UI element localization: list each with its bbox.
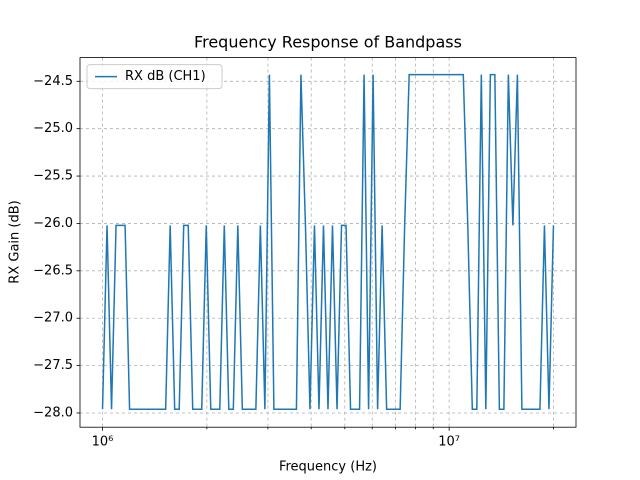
x-tick-label: 10⁶ xyxy=(92,435,114,450)
x-axis-label: Frequency (Hz) xyxy=(279,460,377,475)
y-tick-label: −27.0 xyxy=(33,311,73,326)
y-tick-label: −28.0 xyxy=(33,405,73,420)
y-tick-label: −26.0 xyxy=(33,216,73,231)
series-line xyxy=(101,73,555,410)
plot-frame xyxy=(79,57,577,428)
y-tick-label: −24.5 xyxy=(33,74,73,89)
legend-box xyxy=(86,64,223,90)
y-axis-label: RX Gain (dB) xyxy=(8,200,23,283)
chart-title: Frequency Response of Bandpass xyxy=(194,33,462,52)
y-tick-label: −25.5 xyxy=(33,169,73,184)
legend-label: RX dB (CH1) xyxy=(125,69,206,84)
y-tick-label: −27.5 xyxy=(33,358,73,373)
x-tick-label: 10⁷ xyxy=(438,435,460,450)
y-tick-label: −26.5 xyxy=(33,263,73,278)
y-tick-label: −25.0 xyxy=(33,121,73,136)
